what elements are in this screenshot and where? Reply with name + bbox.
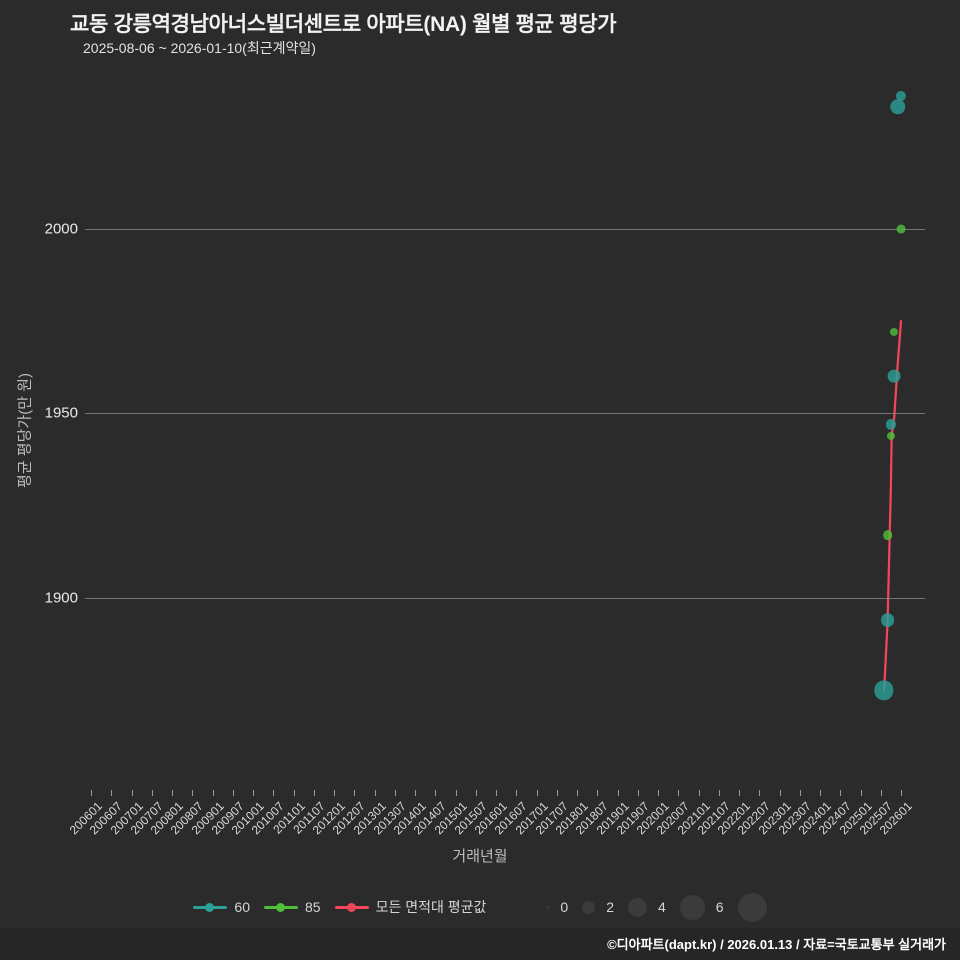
- x-axis: 200601 200607 200701 200707 200801 200807 2009…: [67, 790, 925, 850]
- x-axis-tick-mark: [637, 790, 639, 796]
- x-axis-tick-mark: [698, 790, 700, 796]
- x-axis-tick-mark: [475, 790, 477, 796]
- x-axis-tick-mark: [313, 790, 315, 796]
- legend-item[interactable]: 모든 면적대 평균값: [334, 897, 487, 917]
- legend-item[interactable]: 60: [193, 899, 250, 915]
- x-axis-tick-mark: [91, 790, 92, 796]
- size-legend-label: 6: [715, 899, 724, 915]
- x-axis-tick-mark: [192, 790, 194, 796]
- size-legend-item: 2: [582, 899, 628, 915]
- x-axis-tick-mark: [394, 790, 396, 796]
- size-legend-item: 4: [627, 897, 680, 917]
- x-axis-tick-mark: [597, 790, 599, 796]
- x-axis-tick-mark: [759, 790, 761, 796]
- x-axis-tick-mark: [840, 790, 842, 796]
- size-legend-bubble-icon: [546, 905, 550, 909]
- x-axis-tick-mark: [617, 790, 619, 796]
- x-axis-tick-mark: [880, 790, 882, 796]
- x-axis-tick-mark: [577, 790, 578, 796]
- size-legend-item: 6: [679, 894, 738, 920]
- legend-swatch-icon: [193, 900, 228, 914]
- x-axis-tick-mark: [536, 790, 538, 796]
- x-axis-tick-mark: [212, 790, 214, 796]
- legend-item[interactable]: 85: [263, 899, 321, 915]
- y-axis-tick-label: 2000: [44, 220, 78, 238]
- legend-swatch-icon: [334, 900, 369, 914]
- data-point[interactable]: [874, 680, 894, 700]
- x-axis-tick-mark: [253, 790, 254, 796]
- data-point[interactable]: [882, 530, 893, 541]
- x-axis-tick-mark: [455, 790, 457, 796]
- legend-label: 85: [304, 899, 321, 915]
- x-axis-tick-mark: [374, 790, 376, 796]
- x-axis-tick-mark: [151, 790, 153, 796]
- x-axis-tick-mark: [718, 790, 720, 796]
- average-trend-line: [883, 319, 903, 692]
- size-legend-label: 0: [560, 899, 569, 915]
- x-axis-tick-mark: [901, 790, 902, 796]
- data-point[interactable]: [889, 99, 906, 115]
- x-axis-tick-mark: [739, 790, 740, 796]
- chart-subtitle: 2025-08-06 ~ 2026-01-10(최근계약일): [83, 40, 316, 56]
- x-axis-tick-mark: [232, 790, 234, 796]
- legend-swatch-icon: [263, 900, 298, 914]
- page-title: 교동 강릉역경남아너스빌더센트로 아파트(NA) 월별 평균 평당가: [70, 13, 617, 36]
- data-point[interactable]: [896, 224, 906, 234]
- gridline: [85, 413, 925, 415]
- plot-area: [85, 70, 925, 790]
- gridline: [85, 228, 925, 230]
- size-legend: 0 2 4 6: [546, 892, 767, 922]
- x-axis-tick-mark: [293, 790, 295, 796]
- x-axis-tick-mark: [111, 790, 113, 796]
- x-axis-tick-mark: [860, 790, 862, 796]
- y-axis-tick-labels: 1900 1950 2000: [10, 70, 78, 790]
- x-axis-tick-mark: [496, 790, 497, 796]
- size-legend-bubble-icon: [737, 892, 767, 922]
- legend-label: 모든 면적대 평균값: [375, 899, 487, 915]
- x-axis-tick-mark: [658, 790, 659, 796]
- data-point[interactable]: [880, 613, 895, 628]
- footer-bar: [0, 928, 960, 960]
- y-axis-tick-label: 1950: [44, 404, 78, 422]
- x-axis-tick-mark: [516, 790, 518, 796]
- chart-legend: 60 85 모든 면적대 평균값 0 2 4 6: [0, 892, 960, 922]
- size-legend-bubble-icon: [627, 897, 647, 917]
- x-axis-tick-mark: [354, 790, 356, 796]
- size-legend-bubble-icon: [582, 900, 596, 914]
- size-legend-item: 0: [546, 899, 582, 915]
- data-point[interactable]: [886, 431, 895, 440]
- x-axis-tick-mark: [779, 790, 781, 796]
- data-point[interactable]: [887, 370, 901, 383]
- size-legend-label: 2: [606, 899, 614, 915]
- footer-credit: ©디아파트(dapt.kr) / 2026.01.13 / 자료=국토교통부 실…: [607, 937, 946, 952]
- x-axis-tick-mark: [172, 790, 173, 796]
- x-axis-tick-mark: [820, 790, 821, 796]
- x-axis-tick-mark: [334, 790, 335, 796]
- x-axis-tick-mark: [131, 790, 133, 796]
- y-axis-tick-label: 1900: [44, 589, 78, 607]
- x-axis-title: 거래년월: [452, 848, 508, 865]
- x-axis-tick-mark: [415, 790, 416, 796]
- x-axis-tick-mark: [678, 790, 680, 796]
- x-axis-tick-mark: [799, 790, 801, 796]
- data-point[interactable]: [885, 419, 896, 430]
- legend-label: 60: [234, 899, 250, 915]
- x-axis-tick-mark: [556, 790, 558, 796]
- data-point[interactable]: [890, 328, 899, 337]
- gridline: [85, 598, 925, 599]
- data-point[interactable]: [895, 90, 907, 101]
- x-axis-tick-mark: [273, 790, 275, 796]
- size-legend-bubble-icon: [679, 894, 705, 920]
- size-legend-label: 4: [657, 899, 666, 915]
- x-axis-tick-mark: [435, 790, 437, 796]
